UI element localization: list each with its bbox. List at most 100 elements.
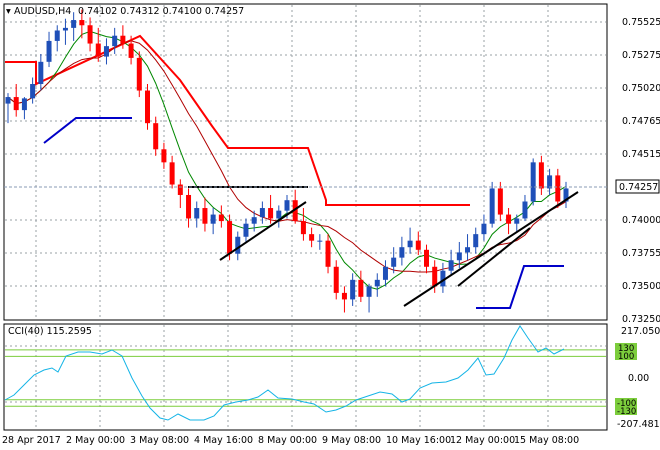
cci-level-tag-text: -130 (617, 407, 636, 417)
candle-body (120, 35, 126, 44)
candle-body (514, 218, 520, 224)
price-tick: 0.74765 (622, 116, 660, 127)
candle-body (268, 208, 274, 219)
price-tick: 0.75275 (622, 50, 660, 61)
current-price-tag (615, 179, 660, 194)
candle-body (547, 175, 553, 189)
cci-axis[interactable]: 217.0501 0.00 -207.4813 130 100 -100 -13… (615, 326, 660, 430)
symbol-timeframe: AUDUSD,H4 (14, 6, 71, 17)
candle-body (399, 247, 405, 258)
price-tick: 0.75020 (622, 83, 660, 94)
candle-body (62, 27, 68, 31)
candle-body (169, 162, 175, 185)
price-pane[interactable] (3, 3, 608, 321)
candle-body (194, 208, 200, 219)
candle-body (87, 25, 93, 44)
price-tick: 0.74515 (622, 149, 660, 160)
candle-body (292, 200, 298, 222)
candle-body (128, 43, 134, 58)
cci-level-tag (615, 406, 637, 415)
candle-body (530, 162, 536, 202)
candle-body (538, 162, 544, 189)
candle-body (325, 240, 331, 267)
time-label: 4 May 16:00 (194, 435, 253, 446)
chart-symbol-icon: ▾ (6, 6, 11, 17)
time-axis[interactable]: 28 Apr 2017 2 May 00:00 3 May 08:00 4 Ma… (2, 435, 579, 446)
candle-body (210, 214, 216, 224)
candle-body (95, 43, 101, 57)
candle-body (333, 266, 339, 293)
candle-body (145, 90, 150, 124)
candle-body (317, 240, 323, 242)
candle-body (161, 149, 167, 163)
candle-body (227, 221, 233, 254)
candle-body (30, 84, 36, 99)
candle-body (38, 61, 44, 85)
time-label: 2 May 00:00 (66, 435, 125, 446)
candle-body (448, 260, 454, 271)
candle-body (358, 279, 364, 297)
candle-body (382, 266, 388, 280)
candle-body (112, 35, 118, 47)
cci-line (4, 325, 565, 421)
cci-series-line (4, 325, 565, 421)
bands (5, 34, 564, 309)
candle-body (465, 247, 471, 253)
price-axis[interactable]: 0.75525 0.75275 0.75020 0.74765 0.74515 … (615, 17, 660, 325)
price-tick: 0.74000 (622, 215, 660, 226)
price-tick: 0.75525 (622, 17, 660, 28)
candle-body (153, 123, 159, 150)
time-label: 8 May 00:00 (258, 435, 317, 446)
cci-pane[interactable] (3, 323, 608, 431)
candle-body (136, 57, 142, 91)
candle-body (46, 40, 52, 62)
support-trendline (403, 191, 579, 307)
candle-body (284, 200, 290, 211)
cci-title: CCI(40) 115.2595 (8, 326, 92, 337)
current-price-label: 0.74257 (619, 182, 658, 193)
candle-body (103, 46, 109, 57)
candle-body (522, 201, 528, 219)
candle-body (555, 175, 561, 202)
candle-body (341, 292, 347, 300)
cci-level-lines (5, 349, 606, 407)
candle-body (5, 97, 11, 104)
lower-band-line (476, 265, 564, 309)
candle-body (235, 236, 241, 254)
lower-band-line (43, 117, 132, 144)
ohlc-readout: 0.74102 0.74312 0.74100 0.74257 (78, 6, 244, 17)
candle-body (366, 286, 372, 297)
time-label: 28 Apr 2017 (2, 435, 61, 446)
candle-body (276, 210, 282, 219)
slow-ma-line (7, 40, 567, 273)
trend-lines (188, 186, 579, 307)
candle-body (309, 234, 315, 241)
candle-body (424, 249, 429, 267)
candle-body (350, 279, 356, 300)
price-tick: 0.73755 (622, 248, 660, 259)
candles (5, 9, 569, 313)
cci-level-tag-text: 100 (618, 352, 634, 362)
upper-band-line (5, 34, 470, 206)
support-trendline (219, 201, 307, 261)
candle-body (21, 98, 27, 111)
candle-body (243, 223, 249, 237)
cci-tick: -207.4813 (617, 419, 660, 430)
candle-body (300, 221, 306, 235)
candle-body (13, 97, 19, 111)
cci-level-tag (615, 343, 637, 352)
grid-lines (5, 5, 606, 429)
time-label: 9 May 08:00 (322, 435, 381, 446)
cci-level-tag-text: 130 (618, 344, 634, 354)
cci-tick: 0.00 (628, 373, 649, 384)
time-label: 15 May 08:00 (514, 435, 579, 446)
cci-tick: 217.0501 (621, 326, 660, 337)
cci-level-tag-text: -100 (617, 399, 636, 409)
candle-body (374, 279, 380, 287)
cci-level-tag (615, 398, 637, 407)
candle-body (415, 240, 421, 250)
candle-body (54, 30, 60, 41)
candle-body (440, 270, 446, 287)
candle-body (432, 266, 438, 287)
